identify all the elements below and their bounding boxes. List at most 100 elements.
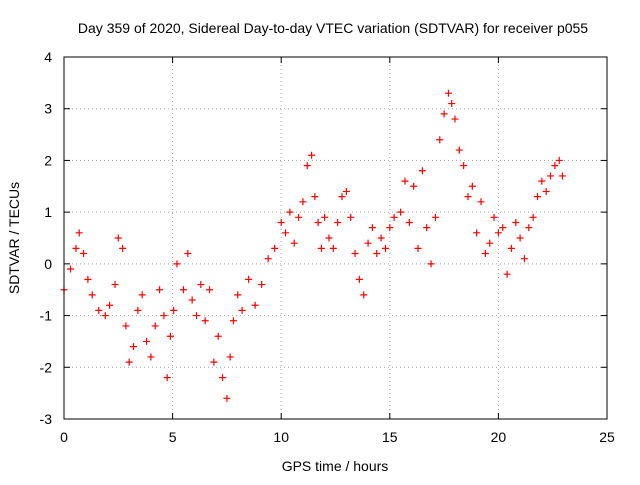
y-tick-label: 0: [44, 256, 52, 272]
x-tick-label: 5: [169, 429, 177, 445]
x-tick-label: 15: [382, 429, 398, 445]
data-points: [60, 89, 566, 402]
data-point: [351, 250, 359, 258]
data-point: [325, 234, 333, 242]
data-point: [427, 260, 435, 268]
data-point: [188, 296, 196, 304]
y-tick-label: 2: [44, 152, 52, 168]
y-tick-label: -2: [40, 359, 53, 375]
data-point: [533, 193, 541, 201]
data-point: [448, 100, 456, 108]
data-point: [295, 213, 303, 221]
data-point: [321, 213, 329, 221]
data-point: [80, 250, 88, 258]
data-point: [555, 156, 563, 164]
data-point: [84, 275, 92, 283]
data-point: [516, 234, 524, 242]
data-point: [507, 244, 515, 252]
data-point: [264, 255, 272, 263]
data-point: [160, 312, 168, 320]
data-point: [271, 244, 279, 252]
data-point: [75, 229, 83, 237]
data-point: [130, 343, 138, 351]
data-point: [377, 234, 385, 242]
data-point: [125, 358, 133, 366]
data-point: [229, 317, 237, 325]
data-point: [317, 244, 325, 252]
data-point: [542, 187, 550, 195]
data-point: [214, 332, 222, 340]
data-point: [143, 337, 151, 345]
data-point: [114, 234, 122, 242]
data-point: [170, 306, 178, 314]
data-point: [538, 177, 546, 185]
data-point: [101, 312, 109, 320]
data-point: [460, 162, 468, 170]
data-point: [314, 218, 322, 226]
data-point: [486, 239, 494, 247]
data-point: [381, 244, 389, 252]
data-point: [525, 224, 533, 232]
data-point: [277, 218, 285, 226]
data-point: [360, 291, 368, 299]
data-point: [201, 317, 209, 325]
data-point: [251, 301, 259, 309]
y-tick-label: 1: [44, 204, 52, 220]
data-point: [558, 172, 566, 180]
data-point: [503, 270, 511, 278]
chart-title: Day 359 of 2020, Sidereal Day-to-day VTE…: [78, 20, 588, 36]
data-point: [364, 239, 372, 247]
data-point: [410, 182, 418, 190]
data-point: [368, 224, 376, 232]
x-axis-label: GPS time / hours: [282, 458, 389, 474]
data-point: [299, 198, 307, 206]
data-point: [134, 306, 142, 314]
data-point: [245, 275, 253, 283]
data-point: [436, 136, 444, 144]
data-point: [151, 322, 159, 330]
data-point: [440, 110, 448, 118]
data-point: [122, 322, 130, 330]
data-point: [106, 301, 114, 309]
data-point: [468, 182, 476, 190]
data-point: [163, 374, 171, 382]
data-point: [342, 187, 350, 195]
data-point: [308, 151, 316, 159]
y-tick-label: 3: [44, 101, 52, 117]
data-point: [451, 115, 459, 123]
data-point: [490, 213, 498, 221]
data-point: [286, 208, 294, 216]
data-point: [192, 312, 200, 320]
data-point: [390, 213, 398, 221]
data-point: [329, 244, 337, 252]
data-point: [197, 281, 205, 289]
x-tick-label: 20: [491, 429, 507, 445]
data-point: [477, 198, 485, 206]
data-point: [455, 146, 463, 154]
data-point: [494, 229, 502, 237]
data-point: [551, 162, 559, 170]
data-point: [405, 218, 413, 226]
data-point: [397, 208, 405, 216]
data-point: [234, 291, 242, 299]
data-point: [401, 177, 409, 185]
data-point: [72, 244, 80, 252]
data-point: [282, 229, 290, 237]
data-point: [111, 281, 119, 289]
plot-frame: [63, 56, 608, 420]
y-tick-label: 4: [44, 49, 52, 65]
data-point: [258, 281, 266, 289]
data-point: [355, 275, 363, 283]
data-point: [423, 224, 431, 232]
y-axis-label: SDTVAR / TECUs: [6, 182, 22, 294]
axis-ticks: 0 5 10 15 20 25 -3 -2 -1 0 1 2 3 4: [40, 49, 615, 445]
data-point: [184, 250, 192, 258]
data-point: [529, 213, 537, 221]
x-tick-label: 25: [599, 429, 615, 445]
data-point: [414, 244, 422, 252]
data-point: [147, 353, 155, 361]
data-point: [418, 167, 426, 175]
data-point: [347, 213, 355, 221]
